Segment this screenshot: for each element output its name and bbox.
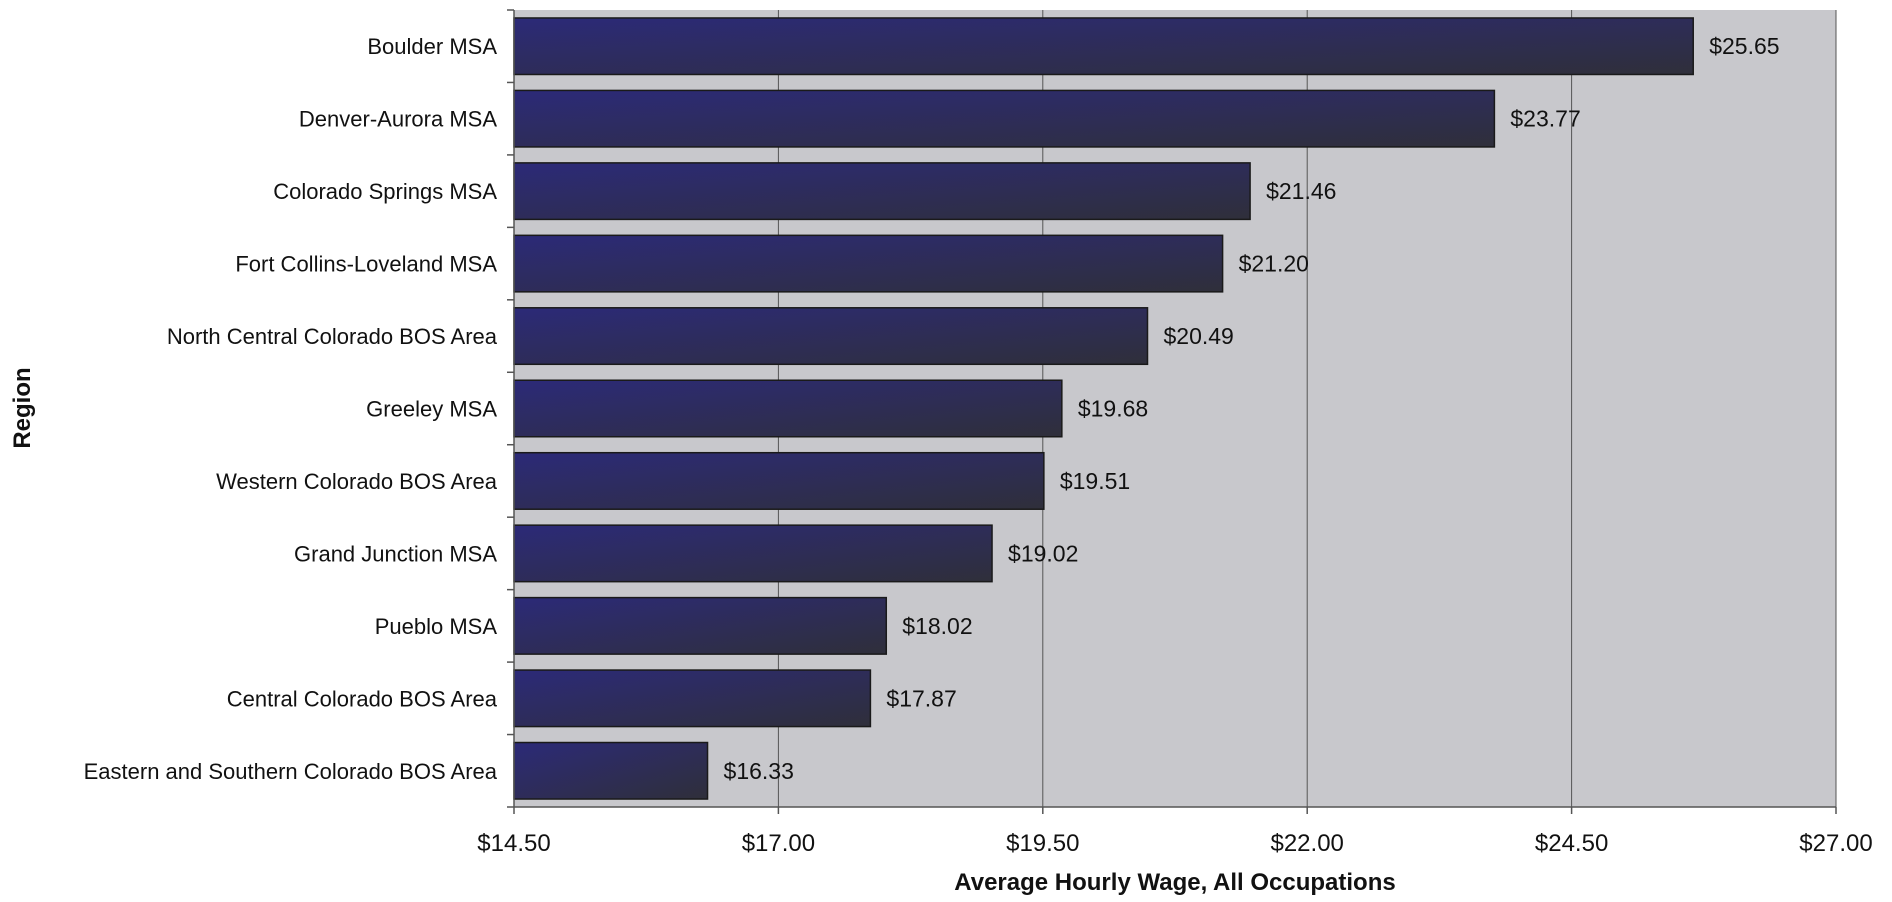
x-tick-label: $14.50 [477,830,550,857]
bar [513,17,1694,76]
x-tick-label: $22.00 [1270,830,1343,857]
x-tick-label: $19.50 [1006,830,1079,857]
category-label: Fort Collins-Loveland MSA [235,252,497,277]
y-axis-title: Region [9,367,36,448]
category-label: Western Colorado BOS Area [216,469,498,494]
bar [513,524,993,583]
data-label: $19.68 [1078,396,1148,422]
category-label: Eastern and Southern Colorado BOS Area [84,759,498,784]
bar [513,307,1149,366]
category-label: Pueblo MSA [375,614,498,639]
category-label: Grand Junction MSA [294,541,497,566]
data-label: $23.77 [1510,106,1580,132]
x-tick-label: $27.00 [1799,830,1872,857]
axes [507,9,1837,814]
x-axis-title: Average Hourly Wage, All Occupations [954,869,1395,896]
bars [513,17,1694,800]
data-label: $20.49 [1164,323,1234,349]
data-label: $19.02 [1008,540,1078,566]
category-label: Denver-Aurora MSA [299,107,497,132]
data-label: $16.33 [724,758,794,784]
x-tick-label: $17.00 [742,830,815,857]
data-label: $25.65 [1709,33,1779,59]
data-label: $19.51 [1060,468,1130,494]
bar [513,596,888,655]
bar [513,669,872,728]
bar [513,451,1045,510]
bar [513,741,709,800]
category-label: Central Colorado BOS Area [227,686,498,711]
bar [513,89,1496,148]
category-label: Greeley MSA [366,397,497,422]
data-label: $18.02 [902,613,972,639]
bar [513,234,1224,293]
labels: $14.50 $17.00 $19.50 $22.00 $24.50 $27.00 $25.… [84,33,1873,857]
category-label: North Central Colorado BOS Area [167,324,498,349]
category-label: Colorado Springs MSA [273,179,497,204]
data-label: $17.87 [886,685,956,711]
category-label: Boulder MSA [367,34,497,59]
bar [513,379,1063,438]
data-label: $21.46 [1266,178,1336,204]
bar [513,162,1251,221]
data-label: $21.20 [1239,251,1309,277]
x-tick-label: $24.50 [1535,830,1608,857]
